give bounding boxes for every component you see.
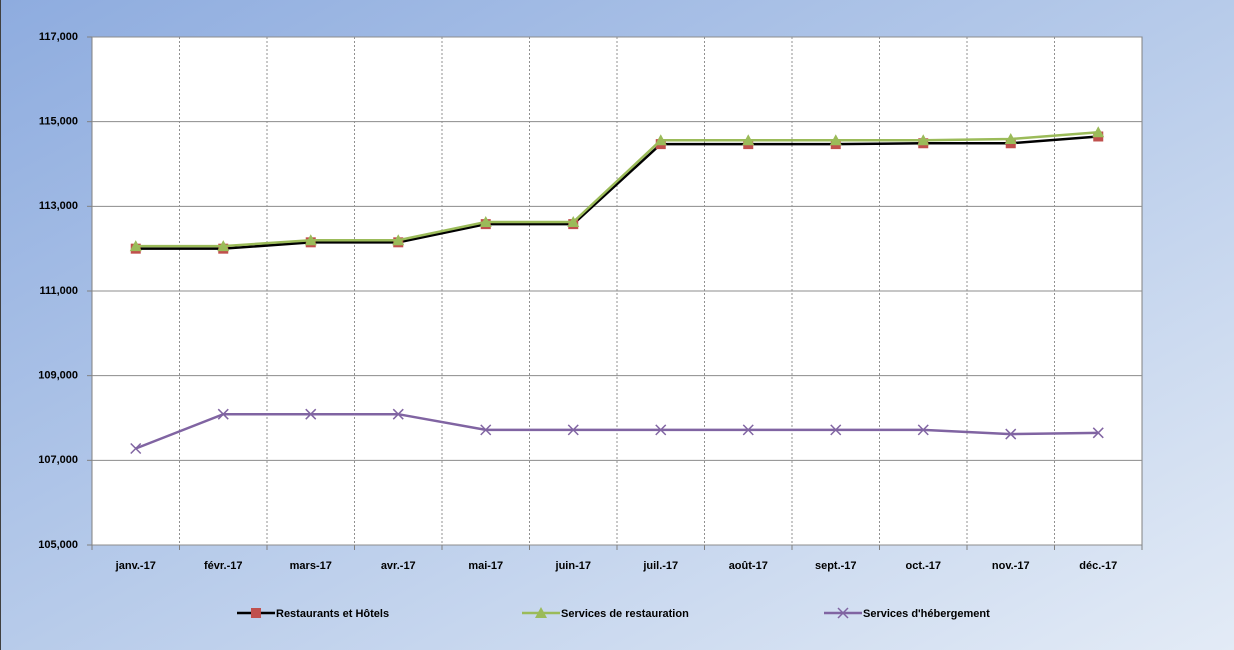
legend-label: Services de restauration — [561, 608, 689, 620]
data-point — [567, 215, 580, 227]
data-point — [217, 240, 230, 252]
data-point — [1092, 427, 1104, 439]
x-tick-label: déc.-17 — [1079, 560, 1117, 572]
y-tick-label: 117,000 — [39, 31, 78, 43]
data-point — [917, 134, 930, 146]
data-point — [742, 134, 755, 146]
y-tick-label: 115,000 — [39, 116, 78, 128]
y-tick-label: 109,000 — [38, 370, 78, 382]
data-point — [1092, 126, 1105, 138]
data-point — [480, 424, 492, 436]
data-point — [655, 424, 667, 436]
x-tick-label: janv.-17 — [115, 560, 156, 572]
x-tick-label: juil.-17 — [642, 560, 678, 572]
x-tick-label: mai-17 — [468, 560, 503, 572]
data-point — [392, 234, 405, 246]
data-point — [830, 424, 842, 436]
legend-label: Restaurants et Hôtels — [276, 608, 389, 620]
x-tick-label: mars-17 — [290, 560, 332, 572]
data-point — [742, 424, 754, 436]
legend-marker — [251, 608, 261, 618]
data-point — [479, 215, 492, 227]
data-point — [829, 134, 842, 146]
data-point — [129, 240, 142, 252]
data-point — [217, 408, 229, 420]
y-tick-label: 105,000 — [38, 539, 78, 551]
data-point — [392, 408, 404, 420]
x-tick-label: juin-17 — [555, 560, 591, 572]
data-point — [1004, 133, 1017, 145]
series-line — [135, 412, 1099, 450]
y-tick-label: 111,000 — [39, 285, 78, 297]
data-point — [654, 134, 667, 146]
series-line — [135, 135, 1099, 250]
legend-marker — [535, 607, 547, 618]
legend-marker — [837, 607, 849, 619]
data-point — [305, 408, 317, 420]
data-point — [917, 424, 929, 436]
x-tick-label: oct.-17 — [906, 560, 941, 572]
x-tick-label: févr.-17 — [204, 560, 243, 572]
x-tick-label: sept.-17 — [815, 560, 857, 572]
x-tick-label: août-17 — [729, 560, 768, 572]
y-tick-label: 113,000 — [39, 200, 78, 212]
series-line — [135, 131, 1099, 248]
legend-label: Services d'hébergement — [863, 608, 990, 620]
data-point — [130, 442, 142, 455]
x-tick-label: avr.-17 — [381, 560, 416, 572]
data-point — [567, 424, 579, 436]
data-point — [304, 234, 317, 246]
x-tick-label: nov.-17 — [992, 560, 1030, 572]
data-point — [1005, 428, 1017, 440]
y-tick-label: 107,000 — [38, 454, 78, 466]
